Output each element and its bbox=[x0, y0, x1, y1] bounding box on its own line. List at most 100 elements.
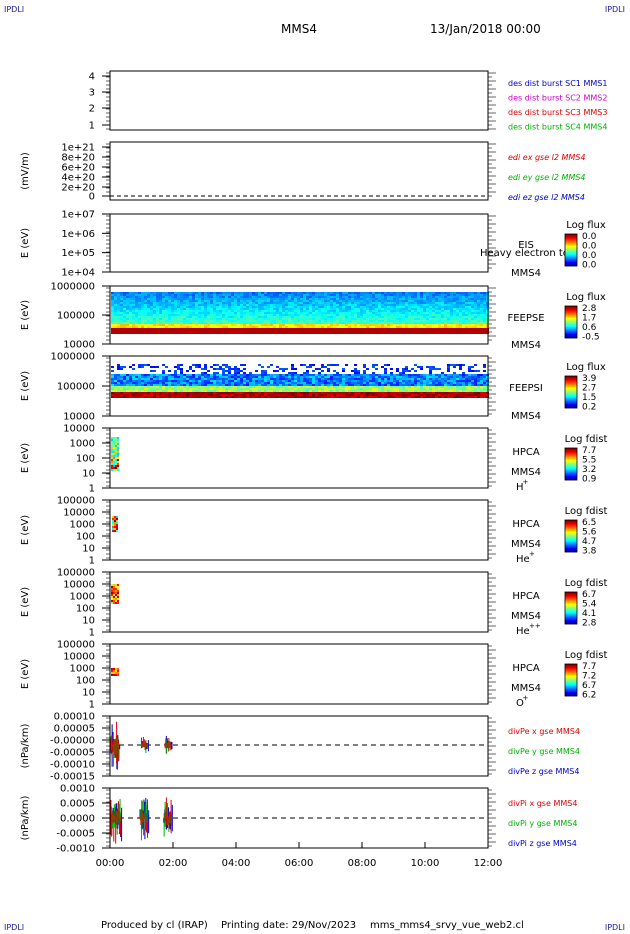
spectrogram-cell bbox=[423, 300, 426, 302]
spectrogram-cell bbox=[204, 302, 207, 304]
spectrogram-cell bbox=[306, 382, 309, 384]
spectrogram-cell bbox=[207, 302, 210, 304]
spectrogram-cell bbox=[300, 332, 303, 334]
spectrogram-cell bbox=[387, 308, 390, 310]
spectrogram-cell bbox=[171, 302, 174, 304]
spectrogram-cell bbox=[399, 394, 402, 396]
spectrogram-cell bbox=[177, 386, 180, 388]
spectrogram-cell bbox=[288, 310, 291, 312]
spectrogram-cell bbox=[312, 318, 315, 320]
spectrogram-cell bbox=[180, 390, 183, 392]
spectrogram-cell bbox=[123, 300, 126, 302]
spectrogram-cell bbox=[312, 292, 315, 294]
spectrogram-cell bbox=[291, 308, 294, 310]
spectrogram-cell bbox=[342, 292, 345, 294]
spectrogram-cell bbox=[171, 332, 174, 334]
spectrogram-cell bbox=[297, 318, 300, 320]
spectrogram-cell bbox=[243, 316, 246, 318]
spectrogram-cell bbox=[219, 378, 222, 380]
spectrogram-cell bbox=[375, 314, 378, 316]
spectrogram-cell bbox=[213, 322, 216, 324]
spectrogram-cell bbox=[192, 302, 195, 304]
colorbar-segment bbox=[565, 548, 577, 550]
spectrogram-cell bbox=[303, 384, 306, 386]
spectrogram-cell bbox=[366, 390, 369, 392]
colorbar-segment bbox=[565, 521, 577, 523]
spectrogram-cell bbox=[135, 296, 138, 298]
spectrogram-cell bbox=[315, 300, 318, 302]
spectrogram-cell bbox=[261, 292, 264, 294]
spectrogram-cell bbox=[174, 332, 177, 334]
spectrogram-cell bbox=[360, 306, 363, 308]
ytick-label: 1 bbox=[89, 556, 95, 567]
spectrogram-cell bbox=[369, 378, 372, 380]
spectrogram-cell bbox=[471, 386, 474, 388]
spectrogram-cell bbox=[459, 384, 462, 386]
spectrogram-cell bbox=[381, 324, 384, 326]
spectrogram-cell bbox=[288, 330, 291, 332]
spectrogram-cell bbox=[258, 364, 261, 366]
spectrogram-cell bbox=[381, 310, 384, 312]
spectrogram-cell bbox=[204, 366, 207, 368]
spectrogram-cell bbox=[222, 374, 225, 376]
spectrogram-cell bbox=[282, 320, 285, 322]
spectrogram-cell bbox=[363, 308, 366, 310]
spectrogram-cell bbox=[327, 378, 330, 380]
colorbar-segment bbox=[565, 551, 577, 553]
spectrogram-cell bbox=[294, 376, 297, 378]
spectrogram-cell bbox=[435, 308, 438, 310]
spectrogram-cell bbox=[420, 366, 423, 368]
spectrogram-cell bbox=[120, 328, 123, 330]
spectrogram-cell bbox=[150, 312, 153, 314]
spectrogram-cell bbox=[405, 306, 408, 308]
spectrogram-cell bbox=[378, 306, 381, 308]
spectrogram-cell bbox=[111, 437, 113, 439]
spectrogram-cell bbox=[303, 296, 306, 298]
spectrogram-cell bbox=[468, 296, 471, 298]
spectrogram-cell bbox=[438, 378, 441, 380]
spectrogram-cell bbox=[231, 314, 234, 316]
spectrogram-cell bbox=[174, 382, 177, 384]
spectrogram-cell bbox=[132, 374, 135, 376]
spectrogram-cell bbox=[423, 294, 426, 296]
spectrogram-cell bbox=[150, 304, 153, 306]
spectrogram-cell bbox=[219, 312, 222, 314]
spectrogram-cell bbox=[354, 378, 357, 380]
spectrogram-cell bbox=[336, 394, 339, 396]
spectrogram-cell bbox=[261, 384, 264, 386]
spectrogram-cell bbox=[342, 390, 345, 392]
colorbar-segment bbox=[565, 383, 577, 385]
spectrogram-cell bbox=[261, 396, 264, 398]
spectrogram-cell bbox=[111, 441, 113, 443]
spectrogram-cell bbox=[465, 292, 468, 294]
spectrogram-cell bbox=[240, 332, 243, 334]
spectrogram-cell bbox=[270, 378, 273, 380]
spectrogram-cell bbox=[414, 312, 417, 314]
spectrogram-cell bbox=[225, 324, 228, 326]
spectrogram-cell bbox=[261, 388, 264, 390]
spectrogram-cell bbox=[132, 386, 135, 388]
spectrogram-cell bbox=[450, 374, 453, 376]
spectrogram-cell bbox=[375, 382, 378, 384]
spectrogram-cell bbox=[162, 300, 165, 302]
spectrogram-cell bbox=[408, 388, 411, 390]
spectrogram-cell bbox=[315, 384, 318, 386]
spectrogram-cell bbox=[345, 332, 348, 334]
spectrogram-cell bbox=[252, 382, 255, 384]
spectrogram-cell bbox=[405, 394, 408, 396]
spectrogram-cell bbox=[300, 302, 303, 304]
colorbar-segment bbox=[565, 238, 577, 240]
spectrogram-cell bbox=[309, 310, 312, 312]
spectrogram-cell bbox=[219, 386, 222, 388]
spectrogram-cell bbox=[285, 292, 288, 294]
spectrogram-cell bbox=[456, 380, 459, 382]
spectrogram-cell bbox=[126, 330, 129, 332]
spectrogram-cell bbox=[192, 370, 195, 372]
spectrogram-cell bbox=[243, 384, 246, 386]
spectrogram-cell bbox=[156, 312, 159, 314]
colorbar-segment bbox=[565, 472, 577, 474]
spectrogram-cell bbox=[294, 320, 297, 322]
spectrogram-cell bbox=[207, 392, 210, 394]
spectrogram-cell bbox=[150, 366, 153, 368]
colorbar-frame bbox=[564, 519, 578, 553]
